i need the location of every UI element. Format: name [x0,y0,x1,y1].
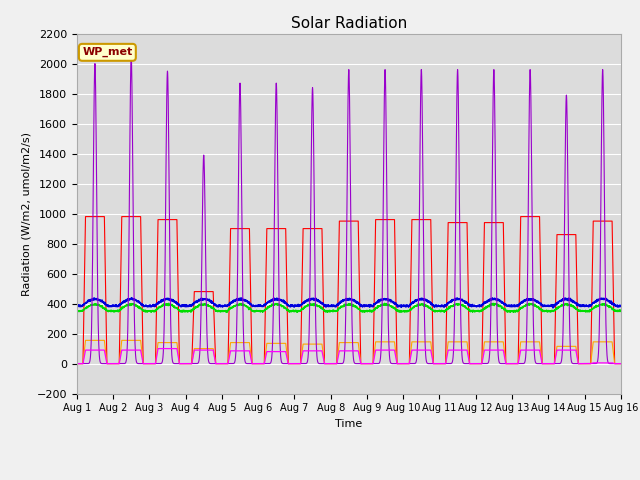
Legend: Shortwave In, Shortwave Out, Longwave In, Longwave Out, PAR in, PAR out: Shortwave In, Shortwave Out, Longwave In… [56,478,640,480]
Text: WP_met: WP_met [82,47,132,58]
X-axis label: Time: Time [335,419,362,429]
Title: Solar Radiation: Solar Radiation [291,16,407,31]
Y-axis label: Radiation (W/m2, umol/m2/s): Radiation (W/m2, umol/m2/s) [21,132,31,296]
